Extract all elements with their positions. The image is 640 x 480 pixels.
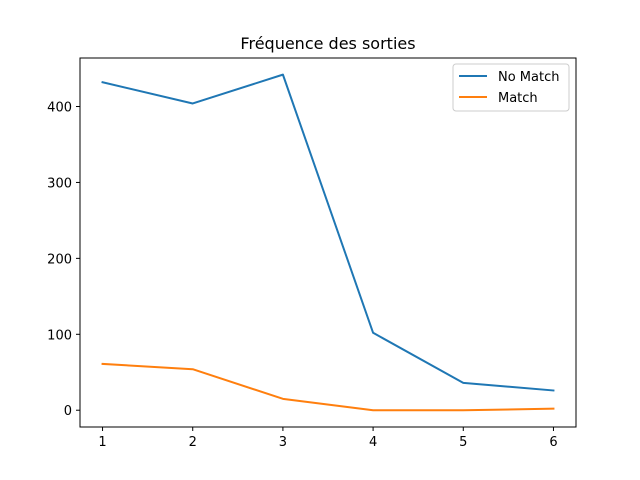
series-line-1 [101, 73, 555, 392]
x-tick-label: 5 [459, 435, 467, 450]
x-tick-label: 2 [189, 435, 197, 450]
y-tick-label: 0 [64, 404, 72, 419]
legend: No Match Match [452, 63, 570, 112]
x-tick-label: 1 [98, 435, 106, 450]
y-tick-label: 300 [47, 176, 72, 191]
axes-layer: 1 2 3 4 5 6 0 100 200 300 400 [47, 57, 577, 450]
x-tick-label: 4 [369, 435, 377, 450]
axes-frame [79, 57, 577, 428]
chart-title: Fréquence des sorties [240, 34, 415, 53]
series-line-2 [101, 362, 555, 412]
y-tick-label: 100 [47, 328, 72, 343]
x-tick-label: 3 [279, 435, 287, 450]
legend-label-2: Match [498, 91, 538, 106]
series-layer [101, 73, 555, 412]
y-tick-label: 400 [47, 101, 72, 116]
x-tick-label: 6 [549, 435, 557, 450]
legend-label-1: No Match [498, 70, 559, 85]
y-tick-label: 200 [47, 252, 72, 267]
